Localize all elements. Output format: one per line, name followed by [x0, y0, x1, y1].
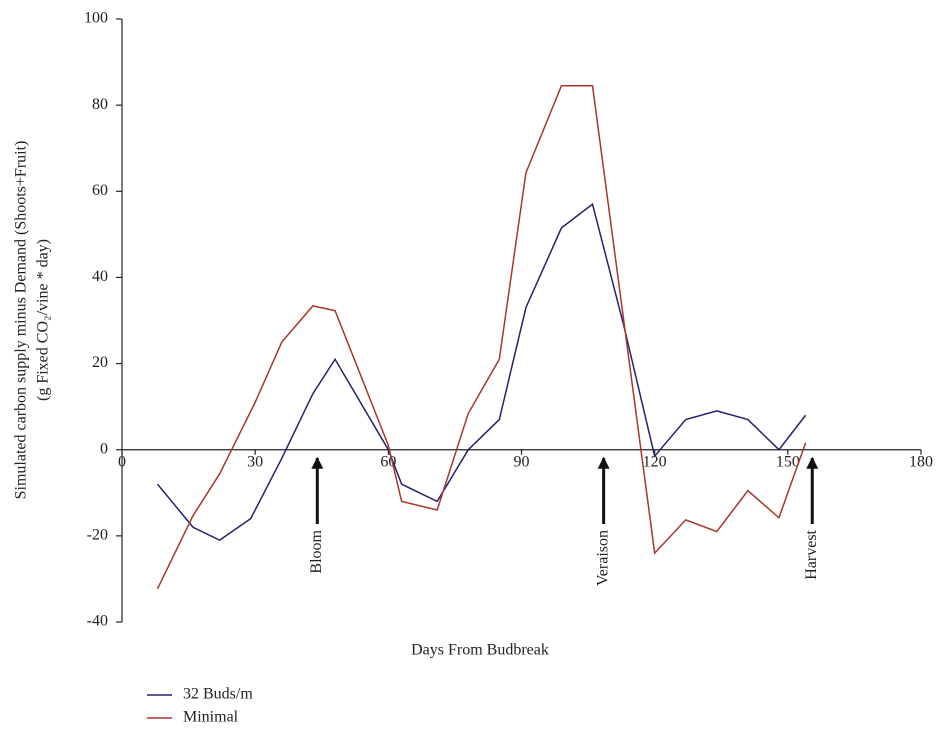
x-tick-label: 90	[514, 453, 530, 470]
series-line	[156, 85, 807, 590]
legend-label: 32 Buds/m	[183, 686, 253, 703]
y-tick-label: -40	[87, 613, 108, 630]
x-tick-label: 120	[643, 453, 667, 470]
event-label: Bloom	[308, 529, 325, 573]
y-tick-label: 100	[84, 10, 108, 27]
x-tick-label: 180	[909, 453, 933, 470]
x-tick-label: 150	[776, 453, 800, 470]
y-tick-label: 40	[92, 268, 108, 285]
x-tick-label: 30	[247, 453, 263, 470]
y-axis-label: (g Fixed CO₂/vine * day)	[35, 239, 52, 401]
y-tick-label: 20	[92, 354, 108, 371]
event-label: Veraison	[594, 530, 611, 586]
event-label: Harvest	[803, 529, 820, 579]
series-line	[156, 202, 807, 542]
y-tick-label: 60	[92, 182, 108, 199]
y-axis-label: Simulated carbon supply minus Demand (Sh…	[13, 141, 30, 500]
legend-label: Minimal	[183, 709, 239, 726]
y-tick-label: 0	[100, 440, 108, 457]
x-tick-label: 0	[118, 453, 126, 470]
y-tick-label: 80	[92, 96, 108, 113]
x-axis-label: Days From Budbreak	[411, 642, 549, 659]
x-tick-label: 60	[380, 453, 396, 470]
y-tick-label: -20	[87, 527, 108, 544]
